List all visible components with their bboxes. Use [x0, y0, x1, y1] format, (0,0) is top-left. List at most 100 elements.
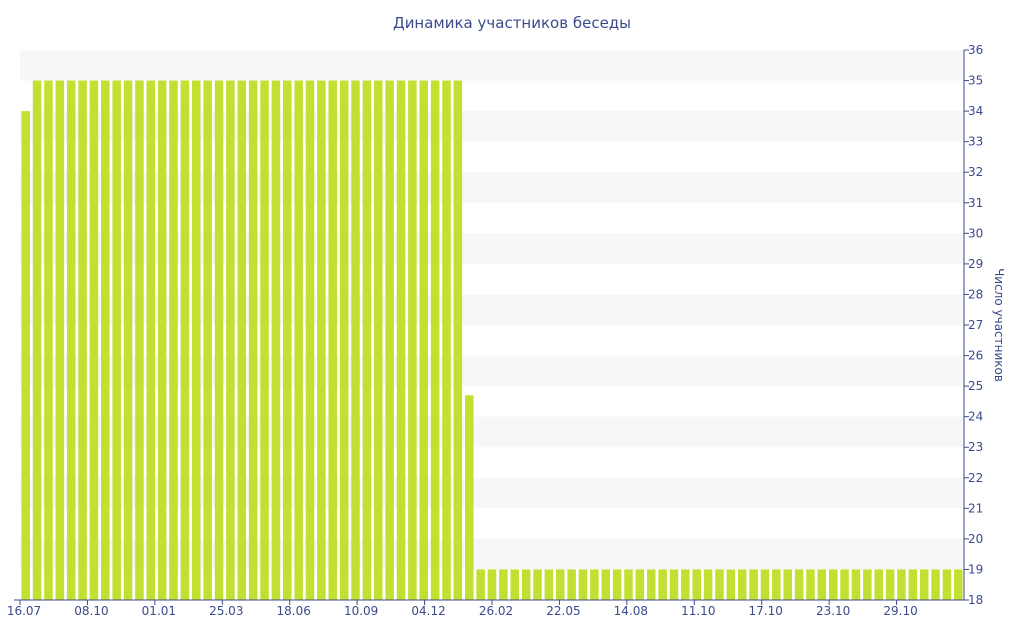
bar [521, 569, 531, 600]
bar [715, 569, 724, 600]
bar [169, 80, 178, 600]
bar [44, 80, 53, 600]
bar [817, 569, 827, 600]
bar [658, 569, 667, 600]
x-tick-label: 16.07 [7, 604, 41, 618]
bar [32, 80, 42, 600]
x-tick-label: 29.10 [883, 604, 917, 618]
bars-group [21, 80, 963, 601]
bar [351, 80, 360, 600]
x-tick-label: 26.02 [479, 604, 513, 618]
x-tick-label: 04.12 [411, 604, 445, 618]
y-tick-label: 20 [968, 532, 983, 546]
bar [339, 80, 349, 600]
y-tick-label: 24 [968, 410, 983, 424]
bar [487, 569, 497, 600]
bar [419, 80, 429, 600]
bar [612, 569, 622, 600]
bar [305, 80, 315, 600]
y-tick-label: 30 [968, 226, 983, 240]
x-tick-label: 23.10 [816, 604, 850, 618]
y-tick-label: 29 [968, 257, 983, 271]
x-tick-label: 25.03 [209, 604, 243, 618]
y-tick-label: 19 [968, 562, 983, 576]
bar [157, 80, 167, 600]
bar [601, 569, 610, 600]
bar [362, 80, 372, 600]
y-tick-label: 22 [968, 471, 983, 485]
bar [919, 569, 929, 600]
x-tick-label: 08.10 [74, 604, 108, 618]
y-tick-label: 35 [968, 74, 983, 88]
y-tick-label: 18 [968, 593, 983, 607]
bar [669, 569, 679, 600]
bar [510, 569, 520, 600]
bar [863, 569, 872, 600]
y-tick-label: 28 [968, 287, 983, 301]
bar [374, 80, 383, 600]
x-tick-label: 17.10 [749, 604, 783, 618]
y-tick-label: 23 [968, 440, 983, 454]
bar [66, 80, 76, 600]
bar [794, 569, 804, 600]
bar [567, 569, 576, 600]
bar [555, 569, 565, 600]
bar [749, 569, 758, 600]
bar [385, 80, 394, 600]
bar [237, 80, 247, 600]
bar [544, 569, 554, 600]
bar [737, 569, 747, 600]
bar [112, 80, 121, 600]
bar [760, 569, 770, 600]
bar [578, 569, 588, 600]
bar [590, 569, 599, 600]
bar [499, 569, 508, 600]
bar [885, 569, 895, 600]
x-tick-label: 18.06 [277, 604, 311, 618]
bar [703, 569, 713, 600]
bar [408, 80, 417, 600]
bar [726, 569, 736, 600]
y-tick-label: 25 [968, 379, 983, 393]
bar [396, 80, 406, 600]
bar [954, 569, 963, 600]
bar [430, 80, 440, 600]
chart-title: Динамика участников беседы [393, 14, 631, 32]
bar [328, 80, 338, 600]
bar [135, 80, 144, 600]
bar [203, 80, 212, 600]
bar [226, 80, 235, 600]
y-tick-label: 32 [968, 165, 983, 179]
y-axis-label: Число участников [992, 268, 1006, 382]
bar [464, 395, 474, 600]
grid-band [20, 50, 964, 81]
bar [772, 569, 781, 600]
bar [783, 569, 792, 600]
bar [646, 569, 656, 600]
bar [248, 80, 258, 600]
axes-group: 18 19 20 21 22 23 24 25 26 27 28 29 30 31 32 33 34 35 36 16… [7, 43, 983, 618]
bar [533, 569, 542, 600]
bar [828, 569, 838, 600]
bar [453, 80, 463, 600]
bar [897, 569, 906, 600]
bar [55, 80, 65, 600]
bar [442, 80, 451, 600]
bar [635, 569, 645, 600]
bar [260, 80, 269, 600]
bar [78, 80, 87, 600]
bar [283, 80, 292, 600]
y-tick-label: 36 [968, 43, 983, 57]
x-tick-label: 11.10 [681, 604, 715, 618]
x-tick-label: 22.05 [546, 604, 580, 618]
bar [123, 80, 133, 600]
y-tick-label: 31 [968, 196, 983, 210]
bar [840, 569, 849, 600]
bar [146, 80, 156, 600]
bar [271, 80, 281, 600]
y-tick-label: 34 [968, 104, 983, 118]
bar [851, 569, 861, 600]
y-tick-label: 21 [968, 501, 983, 515]
bar [192, 80, 201, 600]
